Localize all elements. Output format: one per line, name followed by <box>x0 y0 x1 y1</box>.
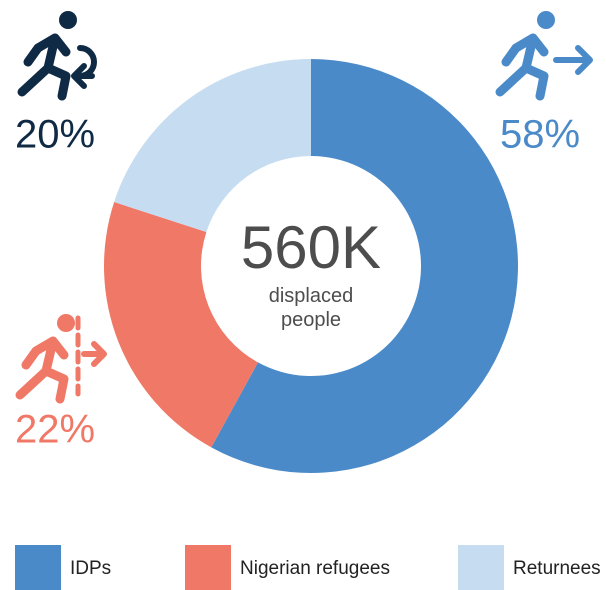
center-caption: displaced people <box>268 285 354 331</box>
idp-icon <box>495 11 593 101</box>
legend-swatch <box>15 545 61 590</box>
refugee-icon <box>15 314 107 404</box>
donut-slice <box>211 59 519 474</box>
legend-label: IDPs <box>70 558 111 579</box>
value-label: 22% <box>15 408 95 452</box>
donut-slice <box>104 202 259 448</box>
center-label: 560K displaced people <box>231 216 391 332</box>
legend-label: Returnees <box>513 558 601 579</box>
value-label: 58% <box>500 113 580 157</box>
legend-swatch <box>185 545 231 590</box>
legend-swatch <box>458 545 504 590</box>
value-label: 20% <box>15 113 95 157</box>
legend-label: Nigerian refugees <box>240 558 390 579</box>
returnee-icon <box>17 11 97 101</box>
donut-slice <box>114 59 311 233</box>
center-value: 560K <box>240 214 382 281</box>
